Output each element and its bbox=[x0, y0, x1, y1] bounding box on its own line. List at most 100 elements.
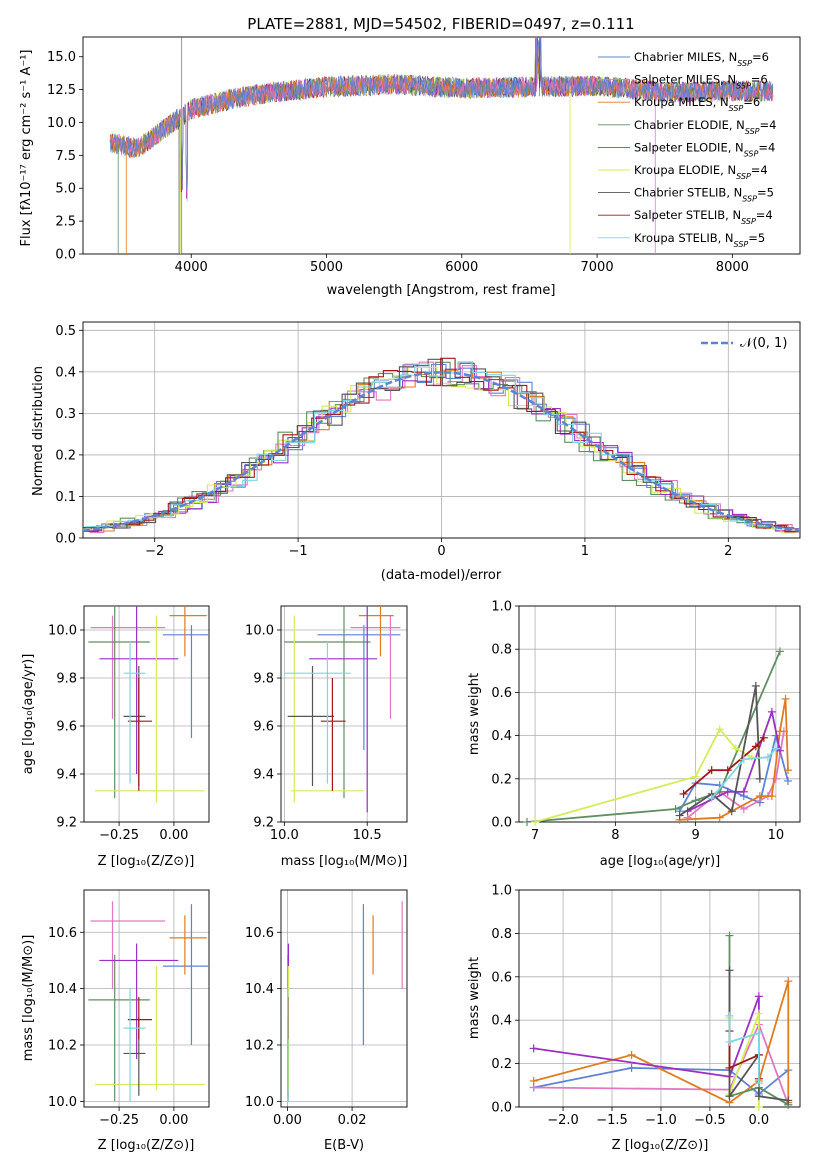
legend-subscript: SSP bbox=[729, 104, 744, 113]
y-tick-label: 9.6 bbox=[56, 720, 77, 735]
legend-label: Chabrier MILES, NSSP=6 bbox=[634, 50, 769, 68]
y-tick-label: 7.5 bbox=[55, 149, 76, 164]
age-z-xlabel: Z [log₁₀(Z/Z⊙)] bbox=[98, 854, 195, 869]
y-tick-label: 10.0 bbox=[48, 1095, 77, 1110]
legend-label: Chabrier ELODIE, NSSP=4 bbox=[634, 118, 776, 136]
legend-label-rest: =4 bbox=[760, 118, 777, 132]
y-tick-label: 10.4 bbox=[245, 982, 274, 997]
y-tick-label: 0.6 bbox=[491, 686, 512, 701]
age-vs-z-panel: −0.25 0.00 9.2 9.4 9.6 9.8 10.0 bbox=[48, 605, 210, 843]
x-tick-label: 4000 bbox=[175, 260, 208, 275]
x-tick-label: 0 bbox=[437, 544, 445, 559]
y-tick-label: 0.4 bbox=[491, 1014, 512, 1029]
y-tick-label: 9.6 bbox=[253, 720, 274, 735]
histogram-step bbox=[83, 358, 800, 533]
legend-label: Salpeter ELODIE, NSSP=4 bbox=[634, 140, 775, 158]
mw-z-ylabel: mass weight bbox=[467, 957, 482, 1039]
legend-label: Salpeter STELIB, NSSP=4 bbox=[634, 208, 773, 226]
age-vs-mass-panel: 10.0 10.5 9.2 9.4 9.6 9.8 10.0 bbox=[245, 605, 408, 843]
y-tick-label: 9.2 bbox=[253, 816, 274, 831]
y-tick-label: 9.2 bbox=[56, 816, 77, 831]
spectrum-title: PLATE=2881, MJD=54502, FIBERID=0497, z=0… bbox=[247, 15, 634, 33]
histogram-xlabel: (data-model)/error bbox=[381, 568, 502, 583]
x-tick-label: 0.00 bbox=[273, 1113, 302, 1128]
histogram-panel: −2 −1 0 1 2 0.0 0.1 0.2 0.3 0.4 0.5 (data-model)/e… bbox=[31, 321, 801, 583]
axes-frame bbox=[83, 889, 210, 1108]
mw-z-xlabel: Z [log₁₀(Z/Z⊙)] bbox=[612, 1138, 709, 1153]
y-tick-label: 10.0 bbox=[47, 116, 76, 131]
mass-weight-line bbox=[711, 747, 777, 799]
y-tick-label: 12.5 bbox=[47, 83, 76, 98]
x-tick-label: 5000 bbox=[310, 260, 343, 275]
y-tick-label: 10.2 bbox=[48, 1039, 77, 1054]
legend-label: Salpeter MILES, NSSP=6 bbox=[634, 73, 768, 91]
y-tick-label: 0.3 bbox=[55, 407, 76, 422]
legend-label-rest: =5 bbox=[757, 186, 774, 200]
x-tick-label: 7 bbox=[531, 828, 539, 843]
x-tick-label: −0.5 bbox=[694, 1113, 726, 1128]
y-tick-label: 0.4 bbox=[491, 729, 512, 744]
gaussian-curve bbox=[83, 371, 800, 532]
y-tick-label: 0.0 bbox=[491, 816, 512, 831]
spectrum-panel: PLATE=2881, MJD=54502, FIBERID=0497, z=0… bbox=[19, 15, 801, 298]
spectrum-series-line bbox=[109, 41, 774, 190]
histogram-step bbox=[83, 361, 795, 530]
y-tick-label: 10.0 bbox=[48, 624, 77, 639]
legend-subscript: SSP bbox=[744, 149, 759, 158]
axes-frame bbox=[82, 36, 801, 255]
mass-vs-ebv-panel: 0.00 0.02 10.0 10.2 10.4 10.6 bbox=[245, 889, 408, 1128]
y-tick-label: 0.2 bbox=[491, 772, 512, 787]
y-tick-label: 9.4 bbox=[56, 768, 77, 783]
mass-weight-line bbox=[534, 727, 753, 822]
y-tick-label: 5.0 bbox=[55, 182, 76, 197]
y-tick-label: 10.2 bbox=[245, 1039, 274, 1054]
legend-label-rest: =6 bbox=[743, 95, 760, 109]
axes-frame bbox=[280, 889, 408, 1108]
legend-label-rest: =5 bbox=[748, 231, 765, 245]
y-tick-label: 0.2 bbox=[55, 448, 76, 463]
x-tick-label: 10.0 bbox=[270, 828, 299, 843]
x-tick-label: 6000 bbox=[445, 260, 478, 275]
mw-age-ylabel: mass weight bbox=[467, 673, 482, 755]
mass-ebv-xlabel: E(B-V) bbox=[324, 1138, 364, 1153]
mw-age-xlabel: age [log₁₀(age/yr)] bbox=[600, 854, 721, 869]
age-z-ylabel: age [log₁₀(age/yr)] bbox=[21, 654, 36, 775]
x-tick-label: −1 bbox=[289, 544, 308, 559]
legend-label-rest: =6 bbox=[752, 50, 769, 64]
histogram-step bbox=[87, 363, 800, 532]
age-mass-xlabel: mass [log₁₀(M/M⊙)] bbox=[281, 854, 408, 869]
y-tick-label: 0.4 bbox=[55, 365, 76, 380]
legend-label-rest: =6 bbox=[751, 73, 768, 87]
spectrum-legend: Chabrier MILES, NSSP=6 Salpeter MILES, NS… bbox=[598, 50, 776, 248]
y-tick-label: 9.8 bbox=[253, 672, 274, 687]
legend-label: Kroupa STELIB, NSSP=5 bbox=[634, 231, 765, 249]
mass-vs-z-panel: −0.25 0.00 10.0 10.2 10.4 10.6 bbox=[48, 889, 210, 1128]
spectrum-xlabel: wavelength [Angstrom, rest frame] bbox=[327, 283, 556, 298]
x-tick-label: 0.00 bbox=[159, 1113, 188, 1128]
y-tick-label: 10.4 bbox=[48, 982, 77, 997]
massweight-vs-age-panel: 7 8 9 10 0.0 0.2 0.4 0.6 0.8 1.0 bbox=[491, 600, 801, 843]
mass-z-xlabel: Z [log₁₀(Z/Z⊙)] bbox=[98, 1138, 195, 1153]
x-tick-label: 0.00 bbox=[159, 828, 188, 843]
x-tick-label: 1 bbox=[581, 544, 589, 559]
y-tick-label: 9.8 bbox=[56, 672, 77, 687]
gaussian-legend-label: 𝒩(0, 1) bbox=[740, 336, 787, 351]
y-tick-label: 10.0 bbox=[245, 1095, 274, 1110]
legend-label: Chabrier STELIB, NSSP=5 bbox=[634, 186, 774, 204]
histogram-step bbox=[85, 361, 800, 531]
mass-weight-line bbox=[728, 1015, 760, 1084]
y-tick-label: 1.0 bbox=[491, 600, 512, 615]
legend-label-rest: =4 bbox=[758, 140, 775, 154]
y-tick-label: 0.8 bbox=[491, 643, 512, 658]
y-tick-label: 0.0 bbox=[55, 248, 76, 263]
legend-subscript: SSP bbox=[737, 59, 752, 68]
x-tick-label: −0.25 bbox=[99, 828, 139, 843]
massweight-vs-z-panel: −2.0 −1.5 −1.0 −0.5 0.0 0.0 0.2 0.4 0.6 0.8 1.0 bbox=[491, 884, 801, 1128]
y-tick-label: 10.6 bbox=[48, 926, 77, 941]
legend-label-rest: =4 bbox=[756, 208, 773, 222]
y-tick-label: 0.0 bbox=[55, 532, 76, 547]
x-tick-label: 10.5 bbox=[353, 828, 382, 843]
x-tick-label: 8000 bbox=[716, 260, 749, 275]
legend-subscript: SSP bbox=[741, 217, 756, 226]
histogram-plot-area: −2 −1 0 1 2 0.0 0.1 0.2 0.3 0.4 0.5 bbox=[55, 321, 801, 559]
